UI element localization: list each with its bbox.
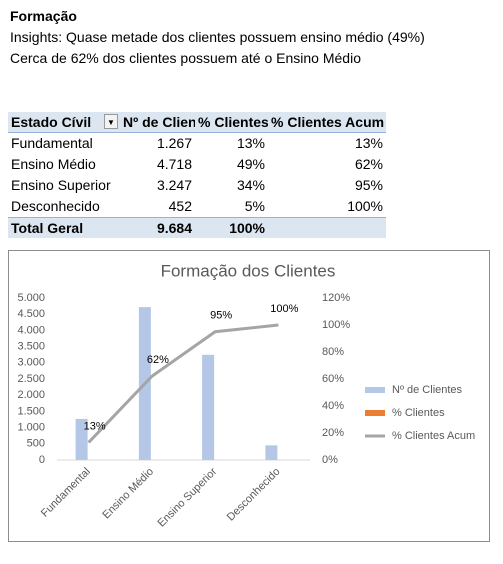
y-tick-label: 2.500 (17, 373, 45, 385)
table-cell: Total Geral (8, 217, 120, 238)
table-cell: Ensino Médio (11, 156, 96, 172)
legend-swatch (365, 387, 385, 393)
table-cell: 452 (168, 198, 192, 214)
table-cell: 3.247 (156, 177, 192, 193)
bar (75, 418, 88, 460)
legend-label: Nº de Clientes (392, 384, 463, 396)
table-cell: Ensino Superior (11, 177, 111, 193)
table-cell: Desconhecido (11, 198, 100, 214)
y-tick-label: 3.000 (17, 357, 45, 369)
table-cell: 34% (236, 177, 265, 193)
table-cell: 5% (244, 198, 265, 214)
column-header: Nº de Clientes (120, 112, 195, 133)
y-tick-label: 500 (27, 438, 45, 450)
chart-border (8, 250, 490, 542)
table-cell: 100% (347, 198, 383, 214)
data-label: 13% (84, 420, 106, 432)
y2-tick-label: 0% (322, 454, 338, 466)
legend-label: % Clientes (392, 407, 445, 419)
legend-swatch (365, 410, 385, 416)
total-bg (268, 217, 386, 238)
x-tick-label: Ensino Superior (155, 465, 219, 529)
table-cell: 62% (354, 156, 383, 172)
table-cell: 13% (354, 135, 383, 151)
y2-tick-label: 80% (322, 346, 344, 358)
chart-title: Formação dos Clientes (161, 261, 336, 280)
y-tick-label: 4.000 (17, 324, 45, 336)
y2-tick-label: 20% (322, 427, 344, 439)
table-cell: 4.718 (156, 156, 192, 172)
x-tick-label: Desconhecido (225, 466, 283, 524)
bar (202, 354, 215, 460)
bar (265, 445, 278, 460)
x-tick-label: Ensino Médio (100, 466, 156, 522)
title: Formação (10, 8, 77, 24)
insight: Cerca de 62% dos clientes possuem até o … (10, 50, 361, 66)
y2-tick-label: 120% (322, 292, 350, 304)
table-cell: 9.684 (120, 217, 195, 238)
y-tick-label: 4.500 (17, 308, 45, 320)
data-label: 62% (147, 354, 169, 366)
y-tick-label: 0 (39, 454, 45, 466)
insight: Insights: Quase metade dos clientes poss… (10, 29, 425, 45)
y2-tick-label: 40% (322, 400, 344, 412)
y-tick-label: 3.500 (17, 341, 45, 353)
x-tick-label: Fundamental (39, 466, 93, 520)
column-header: % Clientes (195, 112, 268, 133)
table-cell: Fundamental (11, 135, 93, 151)
line (87, 323, 279, 444)
data-label: 100% (270, 303, 298, 315)
filter-button[interactable]: ▼ (104, 114, 118, 129)
column-header: % Clientes Acum (268, 112, 386, 133)
y2-tick-label: 100% (322, 319, 350, 331)
table-cell: 13% (236, 135, 265, 151)
y-tick-label: 5.000 (17, 292, 45, 304)
column-header: Estado Cívil (8, 112, 120, 133)
table-cell: 100% (195, 217, 268, 238)
data-label: 95% (210, 310, 232, 322)
y2-tick-label: 60% (322, 373, 344, 385)
y-tick-label: 2.000 (17, 389, 45, 401)
table-cell: 95% (354, 177, 383, 193)
table-cell: 49% (236, 156, 265, 172)
table-cell: 1.267 (156, 135, 192, 151)
y-tick-label: 1.000 (17, 422, 45, 434)
legend-label: % Clientes Acum (392, 430, 475, 442)
y-tick-label: 1.500 (17, 405, 45, 417)
